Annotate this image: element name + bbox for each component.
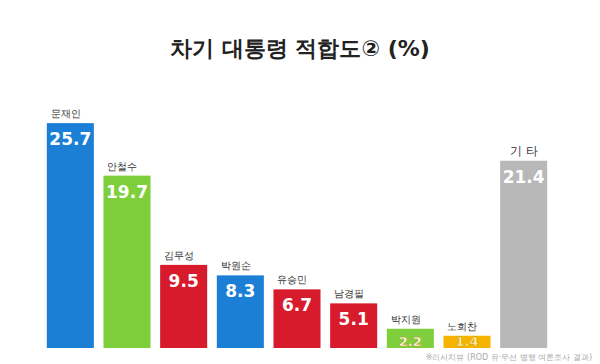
data-label: 6.7 [282,295,312,315]
chart-root: 차기 대통령 적합도② (%) 문재인 25.7 안철수 19.7 김무성 9.5 박원순 8.… [0,0,600,364]
category-label: 문재인 [51,108,81,119]
category-label: 김무성 [164,250,194,261]
data-label: 21.4 [503,167,545,187]
category-label: 박원순 [221,260,251,271]
data-label: 2.2 [399,334,422,349]
bar [160,265,207,348]
data-label: 9.5 [169,271,199,291]
data-label: 5.1 [339,309,369,329]
bar [47,123,94,348]
labels: 문재인 25.7 안철수 19.7 김무성 9.5 박원순 8.3 유승민 6.7 남경필 5.1 박지… [49,108,544,349]
chart-svg: 차기 대통령 적합도② (%) 문재인 25.7 안철수 19.7 김무성 9.5 박원순 8.… [0,0,600,364]
category-label: 노회찬 [447,321,477,332]
bar [217,275,264,348]
category-label: 남경필 [334,288,364,299]
bar [103,176,150,348]
data-label: 1.4 [455,334,478,349]
category-label: 유승민 [277,274,307,285]
category-label: 박지원 [391,314,421,325]
data-label: 19.7 [106,182,148,202]
bar [273,289,320,348]
category-label: 안철수 [107,161,137,172]
bar [387,329,434,348]
bars [47,123,547,348]
bar [500,161,547,348]
category-label: 기 타 [510,144,538,158]
title: 차기 대통령 적합도② (%) [170,36,430,61]
data-label: 25.7 [49,129,91,149]
bar [330,303,377,348]
data-label: 8.3 [225,281,255,301]
source: ※리서치뷰 (ROD 유·무선 병행 여론조사 결과) [426,353,592,362]
